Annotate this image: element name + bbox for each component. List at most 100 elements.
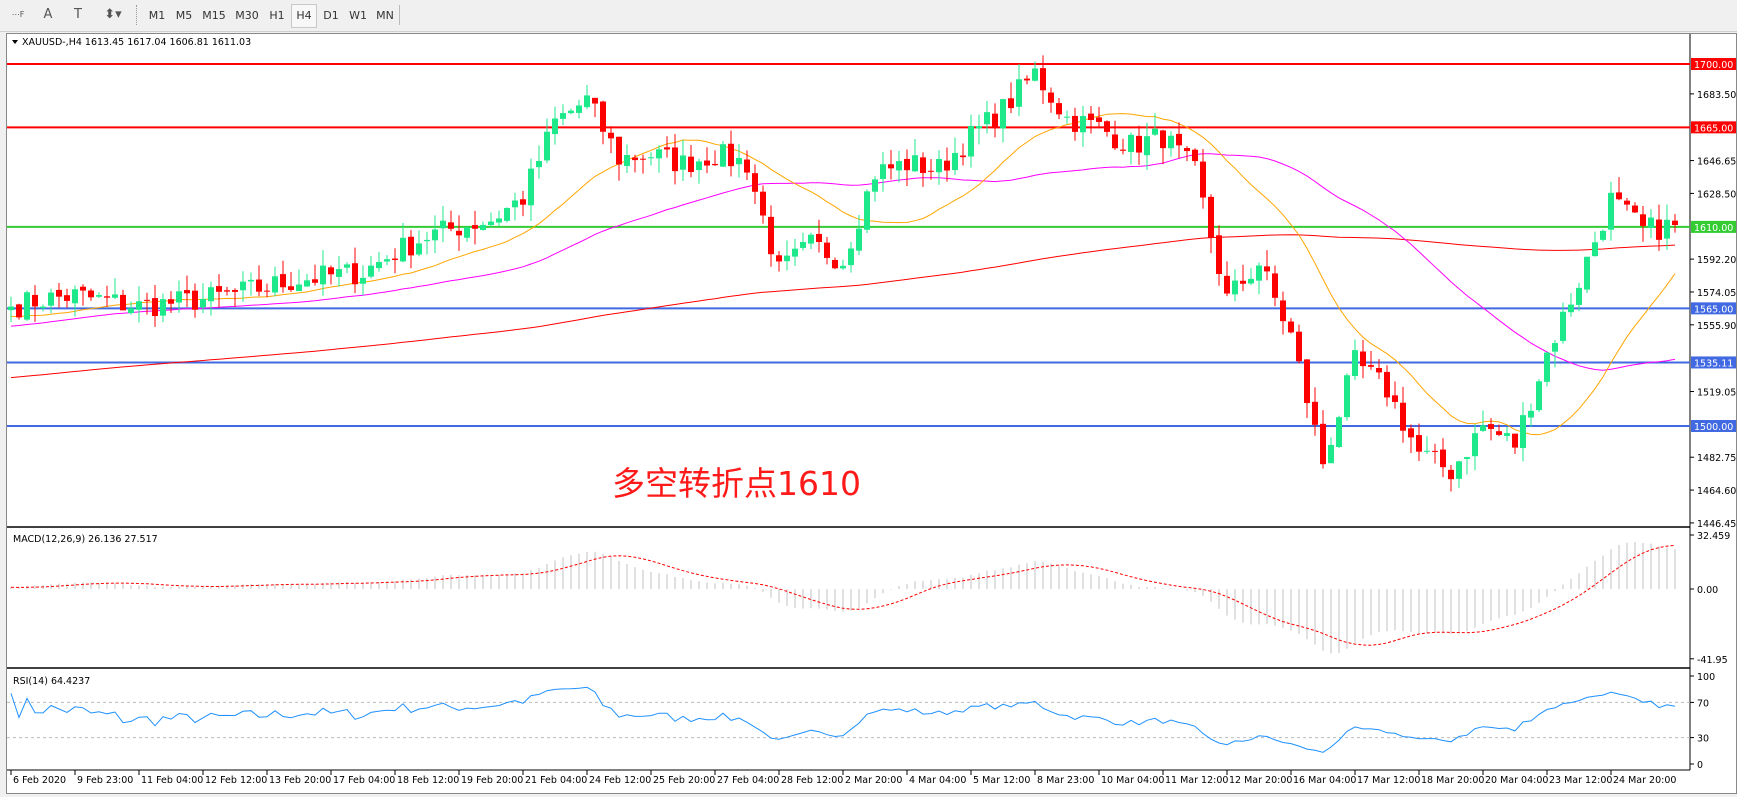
level-price-tag bbox=[1691, 356, 1737, 369]
candle bbox=[1192, 148, 1198, 166]
timeframe-m15-button[interactable]: M15 bbox=[202, 9, 226, 22]
candle bbox=[1024, 75, 1030, 85]
candle-body bbox=[1064, 116, 1070, 118]
candle-body bbox=[536, 160, 542, 168]
candle-body bbox=[1216, 235, 1222, 275]
candle bbox=[1312, 387, 1318, 436]
candle bbox=[1624, 197, 1630, 211]
candle bbox=[1472, 424, 1478, 471]
timeframe-m1-button[interactable]: M1 bbox=[148, 9, 166, 22]
rsi-axis-label: 100 bbox=[1697, 672, 1715, 683]
candle-body bbox=[920, 157, 926, 173]
candle-body bbox=[1632, 205, 1638, 213]
candle bbox=[1528, 403, 1534, 427]
candle-body bbox=[664, 147, 670, 150]
candle bbox=[160, 293, 166, 323]
candle-body bbox=[696, 161, 702, 171]
candle bbox=[1080, 105, 1086, 147]
candle bbox=[960, 143, 966, 166]
candle bbox=[1664, 204, 1670, 250]
candle-body bbox=[584, 95, 590, 108]
candle-body bbox=[456, 230, 462, 236]
candle-body bbox=[560, 113, 566, 119]
candle-body bbox=[752, 173, 758, 192]
candle-body bbox=[480, 224, 486, 230]
time-axis-label: 10 Mar 04:00 bbox=[1101, 775, 1164, 786]
candle-body bbox=[1584, 256, 1590, 290]
chart-canvas[interactable]: XAUUSD-,H4 1613.45 1617.04 1606.81 1611.… bbox=[7, 34, 1737, 793]
candle-body bbox=[672, 147, 678, 172]
time-axis-label: 17 Feb 04:00 bbox=[333, 775, 395, 786]
candle-body bbox=[1376, 368, 1382, 373]
candle bbox=[1264, 250, 1270, 281]
macd-axis-label: 0.00 bbox=[1697, 585, 1718, 596]
period-separator-icon[interactable]: ⋯F bbox=[11, 10, 25, 19]
chart-window[interactable]: XAUUSD-,H4 1613.45 1617.04 1606.81 1611.… bbox=[6, 33, 1737, 794]
candle-body bbox=[1328, 444, 1334, 464]
candle bbox=[1352, 339, 1358, 380]
candle-body bbox=[24, 292, 30, 320]
candle-body bbox=[872, 179, 878, 192]
candle-body bbox=[104, 296, 110, 298]
collapse-triangle-icon[interactable] bbox=[12, 40, 18, 44]
candle bbox=[304, 273, 310, 287]
candle bbox=[1280, 291, 1286, 335]
candle-body bbox=[88, 290, 94, 298]
candle bbox=[280, 260, 286, 293]
rsi-line bbox=[10, 686, 1676, 753]
candle-body bbox=[1280, 300, 1286, 322]
candle bbox=[1432, 443, 1438, 464]
candle-body bbox=[1192, 149, 1198, 162]
candle-body bbox=[464, 227, 470, 238]
candle-body bbox=[144, 299, 150, 301]
timeframe-h4-button[interactable]: H4 bbox=[291, 4, 317, 28]
text-tool-icon[interactable]: A bbox=[43, 7, 53, 22]
timeframe-mn-button[interactable]: MN bbox=[376, 9, 394, 22]
text-label-tool-icon[interactable]: T bbox=[74, 7, 82, 22]
candle-body bbox=[1496, 431, 1502, 435]
time-axis-label: 18 Mar 20:00 bbox=[1421, 775, 1484, 786]
candle bbox=[376, 251, 382, 272]
candle-body bbox=[1616, 192, 1622, 200]
candle bbox=[1072, 107, 1078, 141]
candle bbox=[640, 154, 646, 174]
candle-body bbox=[1344, 375, 1350, 418]
rsi-axis-label: 70 bbox=[1697, 698, 1709, 709]
arrows-tool-icon[interactable]: ⬍▾ bbox=[104, 7, 122, 22]
candle bbox=[1608, 181, 1614, 241]
candle-body bbox=[1024, 78, 1030, 81]
candle bbox=[1200, 149, 1206, 209]
timeframe-w1-button[interactable]: W1 bbox=[349, 9, 367, 22]
timeframe-h1-button[interactable]: H1 bbox=[269, 9, 285, 22]
candle-body bbox=[544, 131, 550, 161]
candle bbox=[848, 241, 854, 273]
candle bbox=[912, 139, 918, 172]
time-axis-label: 28 Feb 12:00 bbox=[781, 775, 843, 786]
timeframe-d1-button[interactable]: D1 bbox=[323, 9, 339, 22]
candle-body bbox=[1104, 121, 1110, 132]
candle bbox=[1320, 410, 1326, 469]
candle bbox=[232, 288, 238, 307]
candle bbox=[1096, 106, 1102, 129]
candle bbox=[224, 286, 230, 296]
candle bbox=[1616, 177, 1622, 201]
candle bbox=[600, 100, 606, 145]
candle-body bbox=[736, 157, 742, 165]
candle-body bbox=[1424, 450, 1430, 452]
candle bbox=[200, 283, 206, 314]
candle-body bbox=[408, 236, 414, 256]
candle bbox=[1488, 418, 1494, 441]
candle-body bbox=[440, 220, 446, 229]
candle-body bbox=[280, 274, 286, 288]
candle bbox=[104, 285, 110, 307]
candle-body bbox=[264, 290, 270, 292]
candle bbox=[1520, 402, 1526, 462]
timeframe-m30-button[interactable]: M30 bbox=[235, 9, 259, 22]
candle bbox=[144, 292, 150, 315]
candle-body bbox=[304, 280, 310, 287]
candle-body bbox=[1144, 136, 1150, 156]
candle bbox=[1640, 206, 1646, 242]
candle-body bbox=[1256, 265, 1262, 281]
candle-body bbox=[952, 152, 958, 171]
timeframe-m5-button[interactable]: M5 bbox=[175, 9, 193, 22]
